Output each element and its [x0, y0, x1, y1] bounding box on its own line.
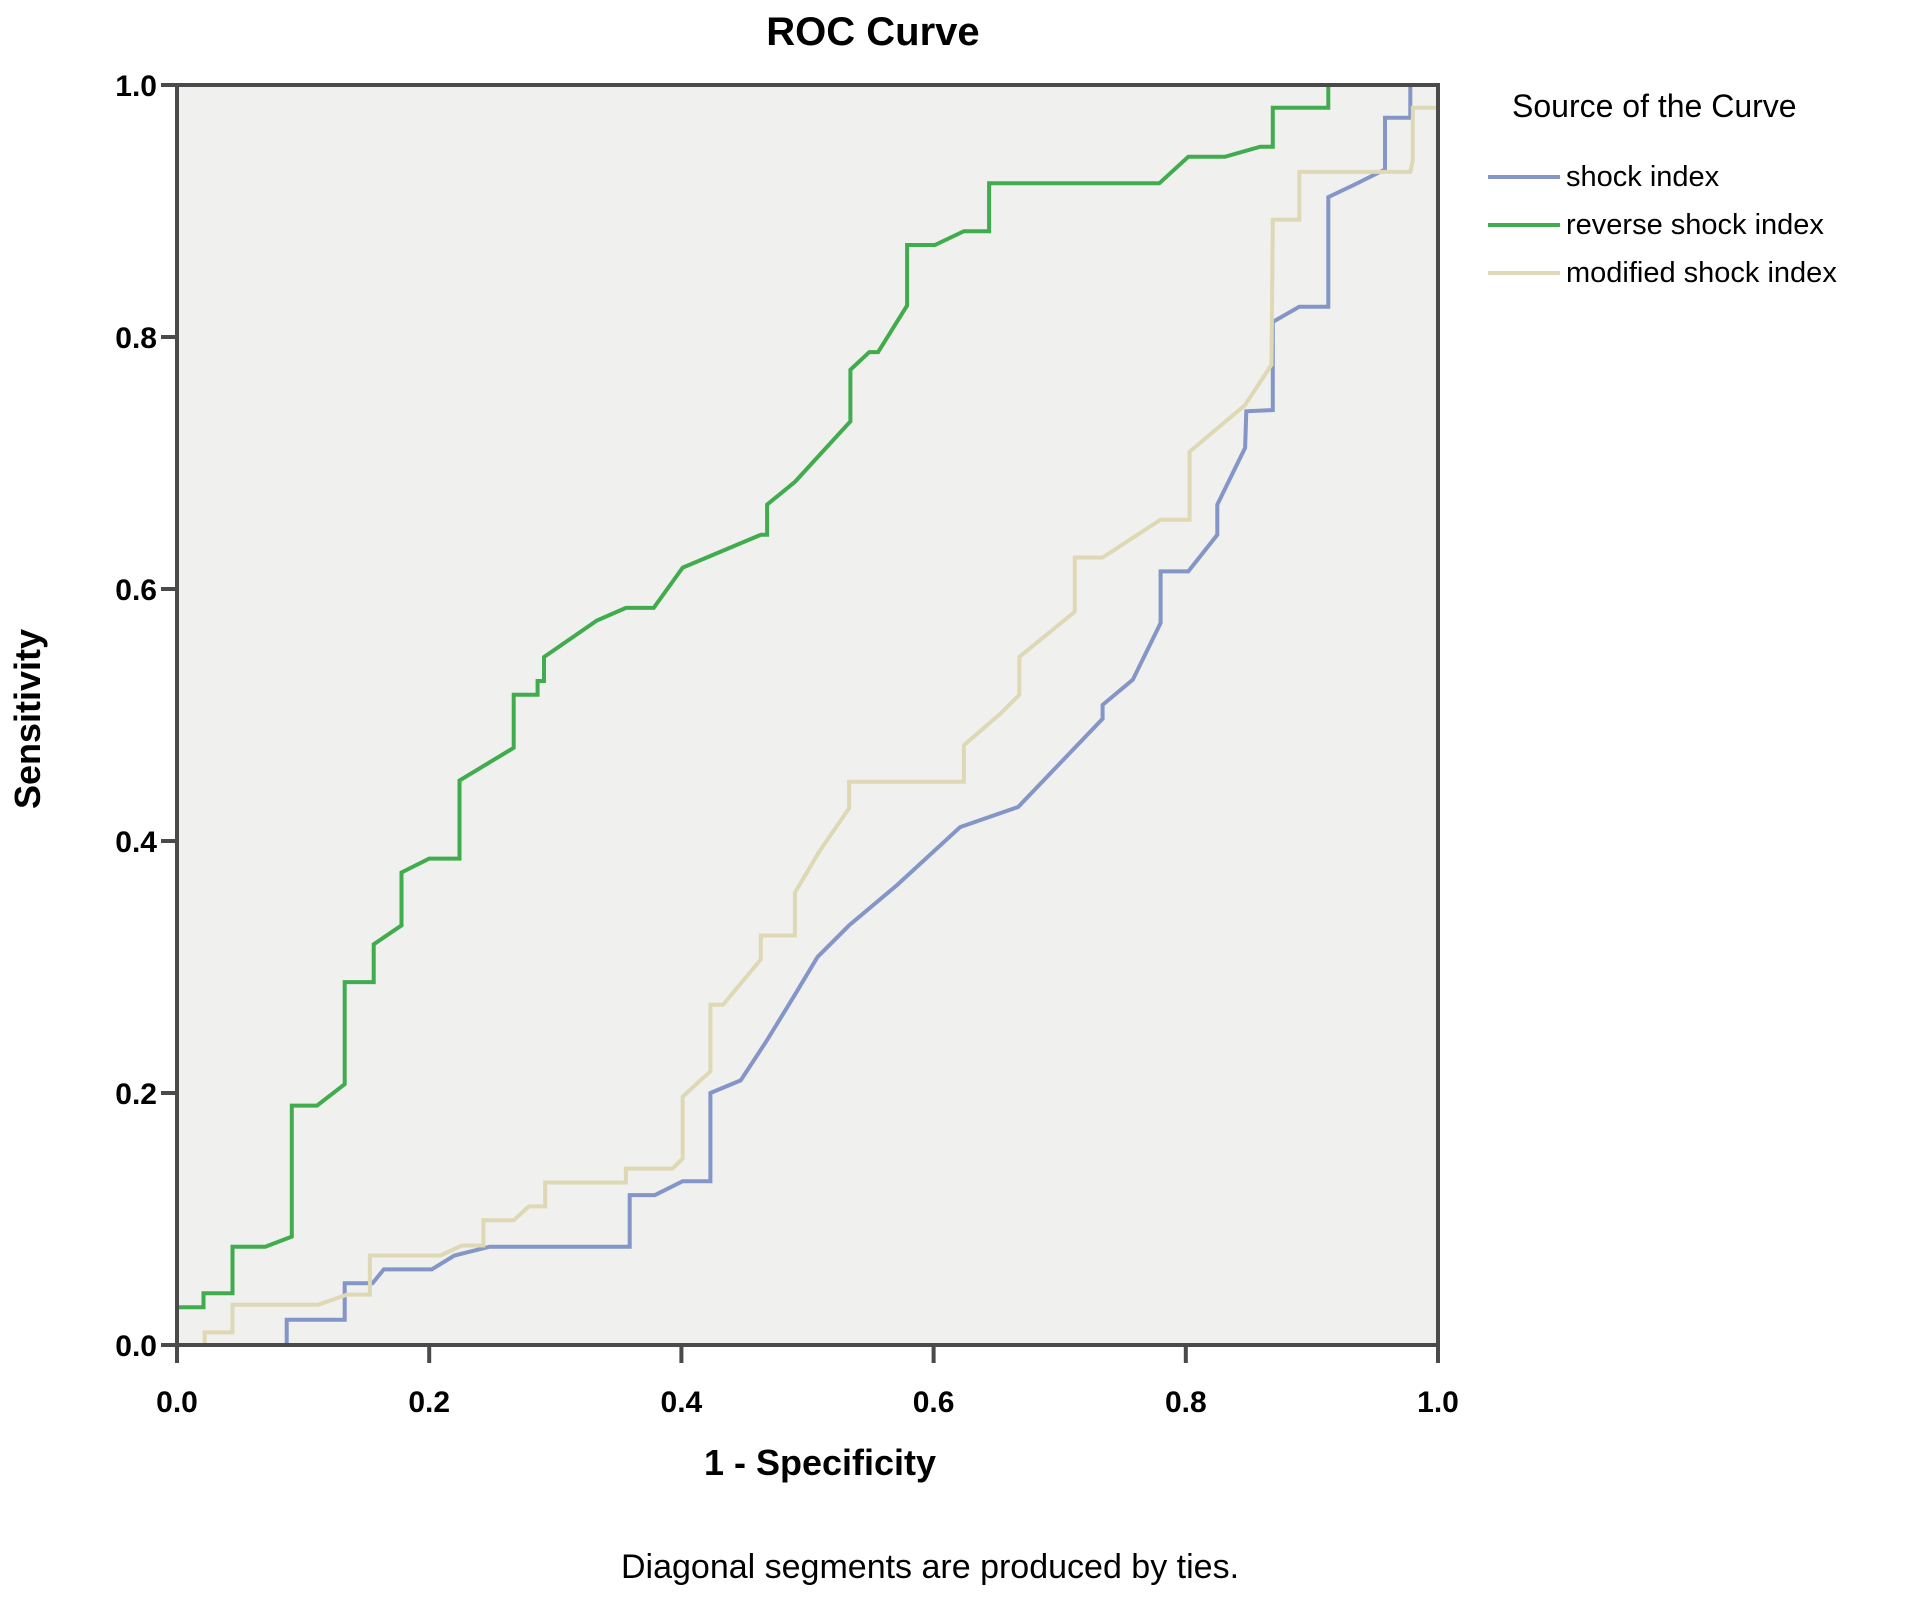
curve-shock-index — [177, 83, 1438, 1347]
y-tick-label: 0.8 — [115, 322, 157, 355]
legend-label-modified-shock-index: modified shock index — [1566, 256, 1837, 289]
chart-title: ROC Curve — [766, 10, 980, 54]
footnote-ties-note: Diagonal segments are produced by ties. — [620, 1548, 1240, 1586]
legend-title: Source of the Curve — [1512, 88, 1797, 124]
plot-background — [177, 85, 1438, 1345]
y-tick-label: 0.6 — [115, 574, 157, 607]
legend-line-modified-shock-index — [1488, 271, 1560, 275]
x-axis-title: 1 - Specificity — [703, 1442, 937, 1483]
x-tick-label: 0.6 — [913, 1386, 955, 1419]
legend-item-reverse-shock-index: reverse shock index — [1488, 201, 1908, 249]
legend-label-shock-index: shock index — [1566, 160, 1720, 193]
y-tick-label: 0.2 — [115, 1078, 157, 1111]
y-tick-label: 0.0 — [115, 1330, 157, 1363]
y-tick-label: 0.4 — [115, 826, 157, 859]
legend-label-reverse-shock-index: reverse shock index — [1566, 208, 1824, 241]
y-tick-label: 1.0 — [115, 70, 157, 103]
y-axis-title: Sensitivity — [7, 628, 48, 810]
legend-item-shock-index: shock index — [1488, 153, 1908, 201]
curve-modified-shock-index — [177, 85, 1440, 1347]
x-tick-label: 1.0 — [1417, 1386, 1459, 1419]
x-tick-label: 0.2 — [408, 1386, 450, 1419]
plot-frame — [175, 83, 1440, 1347]
x-tick-label: 0.8 — [1165, 1386, 1207, 1419]
x-tick-label: 0.4 — [661, 1386, 703, 1419]
legend-line-reverse-shock-index — [1488, 223, 1560, 227]
curve-reverse-shock-index — [175, 83, 1438, 1345]
x-tick-label: 0.0 — [156, 1386, 198, 1419]
legend-line-shock-index — [1488, 175, 1560, 179]
legend-item-modified-shock-index: modified shock index — [1488, 249, 1908, 297]
legend: Source of the Curve shock index reverse … — [1488, 88, 1908, 297]
